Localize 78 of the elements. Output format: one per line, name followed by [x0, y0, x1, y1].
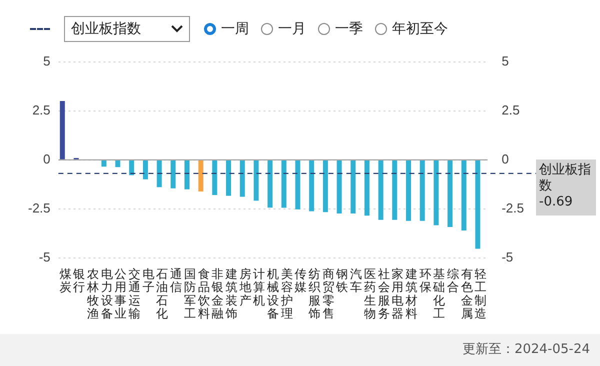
text: -0.69: [539, 194, 573, 210]
x-tick-label: 有色金属: [460, 266, 473, 321]
x-tick-label: 公用事业: [114, 266, 127, 321]
text: 更新至：2024-05-24: [0, 334, 600, 366]
x-tick-label: 家用电器: [392, 266, 404, 321]
bar: [420, 160, 425, 221]
bar: [142, 160, 148, 180]
bar: [240, 160, 245, 197]
bar: [198, 160, 204, 192]
x-tick-label: 食品饮料: [196, 266, 210, 321]
x-tick-label: 轻工制造: [474, 266, 487, 321]
x-tick-label: 环保: [419, 266, 432, 294]
x-tick-label: 社会服务: [378, 266, 390, 321]
y2-tick-label: -5: [502, 250, 514, 265]
x-tick-label: 建筑装饰: [224, 266, 238, 321]
x-tick-label: 医药生物: [364, 266, 376, 321]
bar: [60, 101, 65, 160]
x-tick-label: 房地产: [238, 266, 252, 308]
y2-tick-label: -2.5: [502, 200, 524, 216]
bar: [268, 160, 273, 208]
bar: [254, 160, 259, 201]
text: 一月: [278, 20, 306, 38]
y-tick-label: -5: [38, 250, 50, 265]
x-tick-label: 电力设备: [100, 266, 113, 321]
x-tick-label: 基础化工: [432, 266, 446, 321]
bar: [406, 160, 412, 221]
text: 年初至今: [392, 20, 448, 38]
y-tick-label: 2.5: [32, 102, 50, 118]
bar: [336, 160, 342, 214]
x-tick-label: 银行: [72, 266, 86, 294]
y-tick-label: 5: [43, 53, 50, 68]
bar: [448, 160, 453, 227]
x-tick-label: 通信: [170, 266, 182, 294]
x-tick-label: 美容护理: [280, 266, 293, 321]
bar: [156, 160, 162, 188]
x-tick-label: 商贸零售: [322, 266, 334, 321]
bar: [101, 160, 106, 167]
bar: [309, 160, 314, 212]
text: 一周: [221, 20, 249, 38]
y2-tick-label: 2.5: [502, 102, 520, 118]
bar: [378, 160, 384, 220]
x-tick-label: 非银金融: [210, 266, 224, 321]
x-tick-label: 纺织服饰: [308, 266, 321, 321]
bar: [364, 160, 370, 216]
bar: [392, 160, 398, 220]
bar: [129, 160, 134, 176]
bar: [226, 160, 232, 196]
y2-tick-label: 5: [502, 53, 509, 68]
text: 一季: [335, 20, 363, 38]
bar: [281, 160, 286, 208]
x-tick-label: 综合: [446, 266, 459, 294]
x-tick-label: 石油石化: [156, 266, 168, 321]
x-tick-label: 汽车: [350, 266, 362, 294]
bar: [170, 160, 176, 188]
x-tick-label: 国防军工: [184, 266, 196, 321]
bar: [184, 160, 190, 190]
x-tick-label: 机械设备: [267, 266, 279, 321]
x-tick-label: 电子: [142, 266, 154, 294]
bar: [350, 160, 356, 214]
x-tick-label: 煤炭: [59, 266, 72, 294]
bar: [115, 160, 120, 168]
text: 创业板指数: [71, 21, 141, 37]
y-tick-label: -2.5: [28, 200, 50, 216]
bar: [322, 160, 328, 212]
x-tick-label: 农林牧渔: [86, 266, 100, 321]
bar: [212, 160, 218, 196]
bar: [475, 160, 480, 249]
bar: [434, 160, 439, 226]
y2-tick-label: 0: [502, 151, 509, 166]
x-tick-label: 交通运输: [128, 266, 141, 321]
y-tick-label: 0: [43, 151, 50, 166]
x-tick-label: 建筑材料: [404, 266, 418, 321]
x-tick-label: 计算机: [253, 266, 266, 308]
ref-line-label: 创业板指数: [539, 162, 591, 194]
x-tick-label: 钢铁: [335, 266, 348, 294]
x-tick-label: 传媒: [294, 266, 307, 294]
bar: [295, 160, 300, 210]
bar: [461, 160, 466, 231]
